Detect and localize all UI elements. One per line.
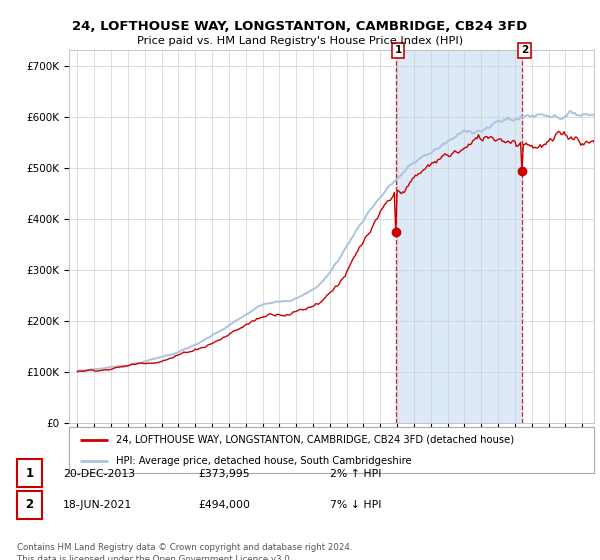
Text: 1: 1 [25, 466, 34, 480]
Text: Price paid vs. HM Land Registry's House Price Index (HPI): Price paid vs. HM Land Registry's House … [137, 36, 463, 46]
Text: HPI: Average price, detached house, South Cambridgeshire: HPI: Average price, detached house, Sout… [116, 456, 412, 466]
Text: £373,995: £373,995 [198, 469, 250, 479]
Text: 2: 2 [25, 498, 34, 511]
Text: 7% ↓ HPI: 7% ↓ HPI [330, 500, 382, 510]
Text: £494,000: £494,000 [198, 500, 250, 510]
Text: 2: 2 [521, 45, 528, 55]
Text: Contains HM Land Registry data © Crown copyright and database right 2024.
This d: Contains HM Land Registry data © Crown c… [17, 543, 352, 560]
Text: 1: 1 [395, 45, 402, 55]
Text: 24, LOFTHOUSE WAY, LONGSTANTON, CAMBRIDGE, CB24 3FD: 24, LOFTHOUSE WAY, LONGSTANTON, CAMBRIDG… [73, 20, 527, 32]
Text: 20-DEC-2013: 20-DEC-2013 [63, 469, 135, 479]
Text: 2% ↑ HPI: 2% ↑ HPI [330, 469, 382, 479]
Text: 24, LOFTHOUSE WAY, LONGSTANTON, CAMBRIDGE, CB24 3FD (detached house): 24, LOFTHOUSE WAY, LONGSTANTON, CAMBRIDG… [116, 435, 514, 445]
Bar [396, 50, 522, 423]
Text: 18-JUN-2021: 18-JUN-2021 [63, 500, 132, 510]
